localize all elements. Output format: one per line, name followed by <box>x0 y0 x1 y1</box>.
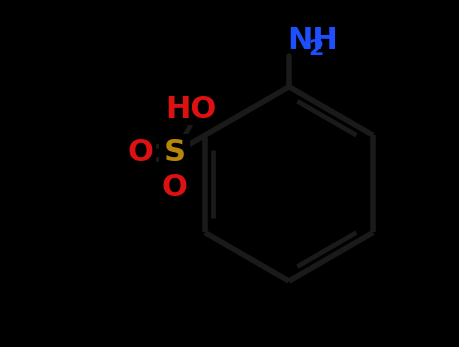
Text: O: O <box>127 138 153 167</box>
Text: O: O <box>162 173 187 202</box>
Text: NH: NH <box>286 26 337 55</box>
Text: HO: HO <box>164 95 216 124</box>
Text: S: S <box>163 138 185 167</box>
Text: 2: 2 <box>308 39 323 59</box>
